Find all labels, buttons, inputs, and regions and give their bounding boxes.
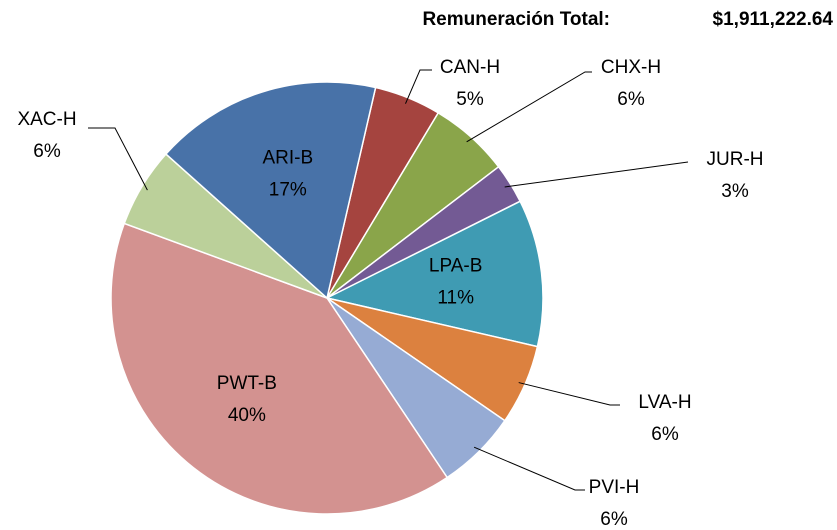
slice-value-label: 40%	[228, 405, 266, 426]
slice-value-label: 17%	[269, 179, 307, 200]
slice-label: PVI-H	[589, 477, 640, 498]
slice-label: CAN-H	[440, 57, 500, 78]
slice-value-label: 3%	[721, 181, 749, 202]
leader-line	[518, 382, 620, 406]
slice-value-label: 6%	[617, 89, 645, 110]
slice-label: ARI-B	[262, 147, 313, 168]
chart-title: Remuneración Total:	[422, 9, 610, 30]
slice-value-label: 6%	[600, 509, 628, 530]
slice-label: CHX-H	[601, 57, 661, 78]
slice-label: LPA-B	[429, 256, 483, 277]
leader-line	[473, 446, 585, 491]
slice-label: LVA-H	[638, 392, 691, 413]
slice-label: PWT-B	[217, 373, 277, 394]
pie-slice	[164, 81, 377, 300]
slice-value-label: 6%	[651, 424, 679, 445]
leader-line	[466, 71, 592, 143]
slice-value-label: 5%	[456, 89, 484, 110]
leader-line	[504, 161, 689, 188]
slice-value-label: 6%	[33, 141, 61, 162]
slice-label: JUR-H	[707, 149, 764, 170]
leader-line	[88, 127, 148, 191]
total-value: $1,911,222.64	[713, 9, 834, 30]
slice-label: XAC-H	[17, 109, 76, 130]
pie-slice	[110, 222, 449, 515]
leader-line	[405, 69, 432, 104]
slice-value-label: 11%	[437, 288, 474, 309]
